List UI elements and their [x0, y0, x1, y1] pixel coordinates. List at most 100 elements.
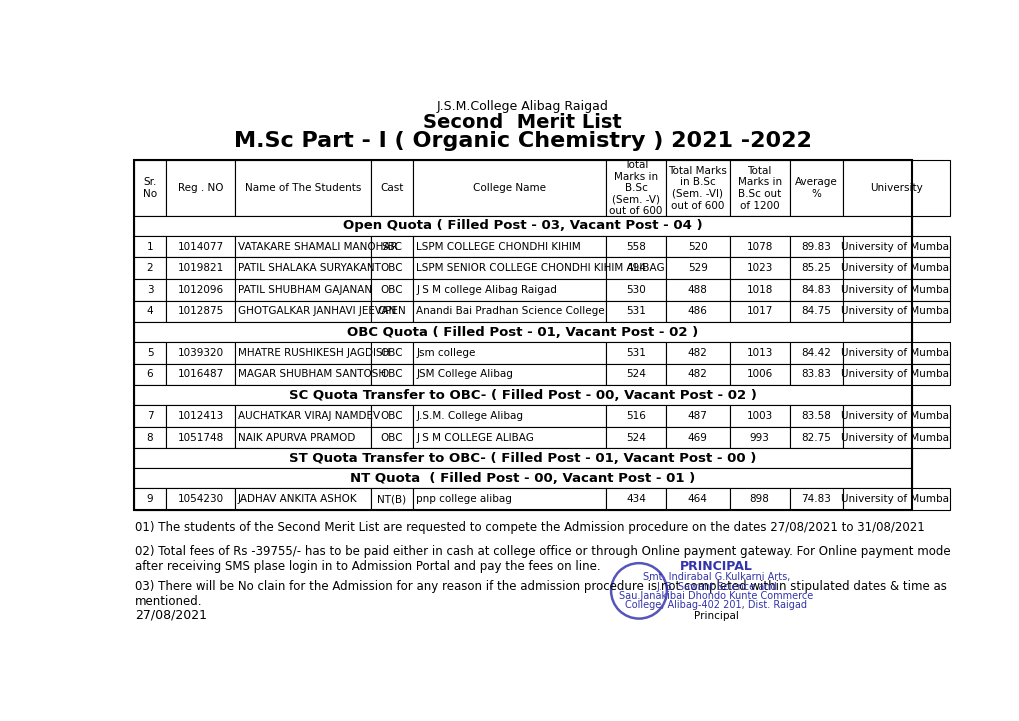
- Bar: [234, 342, 371, 363]
- Text: 530: 530: [626, 285, 645, 295]
- Bar: [166, 257, 234, 279]
- Text: 84.83: 84.83: [800, 285, 830, 295]
- Bar: [789, 342, 842, 363]
- Bar: [133, 279, 166, 301]
- Text: J.S.M.College Alibag Raigad: J.S.M.College Alibag Raigad: [436, 100, 608, 113]
- Text: 8: 8: [147, 433, 153, 443]
- Bar: [789, 279, 842, 301]
- Text: 464: 464: [687, 494, 707, 504]
- Bar: [166, 488, 234, 510]
- Text: 01) The students of the Second Merit List are requested to compete the Admission: 01) The students of the Second Merit Lis…: [136, 521, 924, 534]
- Bar: [371, 342, 413, 363]
- Bar: [166, 301, 234, 322]
- Bar: [234, 405, 371, 427]
- Text: University of Mumbai: University of Mumbai: [840, 306, 951, 317]
- Text: 1023: 1023: [746, 263, 772, 273]
- Text: 89.83: 89.83: [800, 242, 830, 252]
- Text: 83.58: 83.58: [800, 411, 830, 421]
- Text: GHOTGALKAR JANHAVI JEEVAN: GHOTGALKAR JANHAVI JEEVAN: [237, 306, 395, 317]
- Text: 1078: 1078: [746, 242, 772, 252]
- Text: Reg . NO: Reg . NO: [177, 183, 223, 193]
- Bar: [133, 448, 911, 469]
- Bar: [413, 363, 605, 385]
- Bar: [729, 301, 789, 322]
- Text: 1016487: 1016487: [177, 369, 223, 379]
- Bar: [133, 363, 166, 385]
- Text: University of Mumbai: University of Mumbai: [840, 285, 951, 295]
- Text: 531: 531: [626, 306, 645, 317]
- Text: NT Quota  ( Filled Post - 00, Vacant Post - 01 ): NT Quota ( Filled Post - 00, Vacant Post…: [350, 472, 695, 485]
- Bar: [133, 236, 166, 257]
- Bar: [371, 301, 413, 322]
- Bar: [729, 405, 789, 427]
- Text: 487: 487: [687, 411, 707, 421]
- Bar: [665, 363, 729, 385]
- Bar: [789, 301, 842, 322]
- Text: MAGAR SHUBHAM SANTOSH: MAGAR SHUBHAM SANTOSH: [237, 369, 386, 379]
- Bar: [133, 405, 166, 427]
- Text: 82.75: 82.75: [800, 433, 830, 443]
- Bar: [413, 427, 605, 448]
- Bar: [605, 488, 665, 510]
- Bar: [665, 236, 729, 257]
- Bar: [789, 405, 842, 427]
- Bar: [166, 405, 234, 427]
- Bar: [605, 342, 665, 363]
- Bar: [133, 257, 166, 279]
- Text: PRINCIPAL: PRINCIPAL: [680, 560, 752, 573]
- Bar: [605, 257, 665, 279]
- Text: 488: 488: [687, 285, 707, 295]
- Text: 1: 1: [147, 242, 153, 252]
- Bar: [729, 279, 789, 301]
- Text: PATIL SHUBHAM GAJANAN: PATIL SHUBHAM GAJANAN: [237, 285, 372, 295]
- Text: 85.25: 85.25: [800, 263, 830, 273]
- Text: ST Quota Transfer to OBC- ( Filled Post - 01, Vacant Post - 00 ): ST Quota Transfer to OBC- ( Filled Post …: [288, 452, 756, 465]
- Bar: [234, 257, 371, 279]
- Text: OBC: OBC: [380, 263, 403, 273]
- Text: 529: 529: [687, 263, 707, 273]
- Bar: [133, 301, 166, 322]
- Text: OBC: OBC: [380, 411, 403, 421]
- Bar: [166, 342, 234, 363]
- Bar: [166, 236, 234, 257]
- Text: NAIK APURVA PRAMOD: NAIK APURVA PRAMOD: [237, 433, 355, 443]
- Text: 4: 4: [147, 306, 153, 317]
- Text: OBC Quota ( Filled Post - 01, Vacant Post - 02 ): OBC Quota ( Filled Post - 01, Vacant Pos…: [346, 326, 698, 339]
- Bar: [605, 161, 665, 216]
- Text: 1019821: 1019821: [177, 263, 223, 273]
- Bar: [842, 488, 949, 510]
- Bar: [605, 405, 665, 427]
- Bar: [371, 405, 413, 427]
- Bar: [842, 257, 949, 279]
- Text: J S M college Alibag Raigad: J S M college Alibag Raigad: [416, 285, 556, 295]
- Bar: [133, 488, 166, 510]
- Text: College Name: College Name: [473, 183, 545, 193]
- Bar: [665, 279, 729, 301]
- Bar: [729, 342, 789, 363]
- Text: Total
Marks in
B.Sc out
of 1200: Total Marks in B.Sc out of 1200: [737, 166, 781, 211]
- Bar: [133, 342, 166, 363]
- Bar: [842, 301, 949, 322]
- Bar: [789, 427, 842, 448]
- Bar: [413, 488, 605, 510]
- Bar: [605, 427, 665, 448]
- Text: 1013: 1013: [746, 348, 772, 358]
- Text: MHATRE RUSHIKESH JAGDISH: MHATRE RUSHIKESH JAGDISH: [237, 348, 390, 358]
- Text: 520: 520: [687, 242, 707, 252]
- Text: AUCHATKAR VIRAJ NAMDEV: AUCHATKAR VIRAJ NAMDEV: [237, 411, 380, 421]
- Text: 531: 531: [626, 348, 645, 358]
- Bar: [413, 257, 605, 279]
- Bar: [133, 469, 911, 488]
- Text: 2: 2: [147, 263, 153, 273]
- Bar: [133, 161, 166, 216]
- Text: OBC: OBC: [380, 285, 403, 295]
- Bar: [166, 161, 234, 216]
- Bar: [729, 427, 789, 448]
- Text: 84.75: 84.75: [800, 306, 830, 317]
- Bar: [665, 488, 729, 510]
- Bar: [166, 363, 234, 385]
- Bar: [371, 488, 413, 510]
- Bar: [133, 216, 911, 236]
- Bar: [665, 301, 729, 322]
- Text: OBC: OBC: [380, 348, 403, 358]
